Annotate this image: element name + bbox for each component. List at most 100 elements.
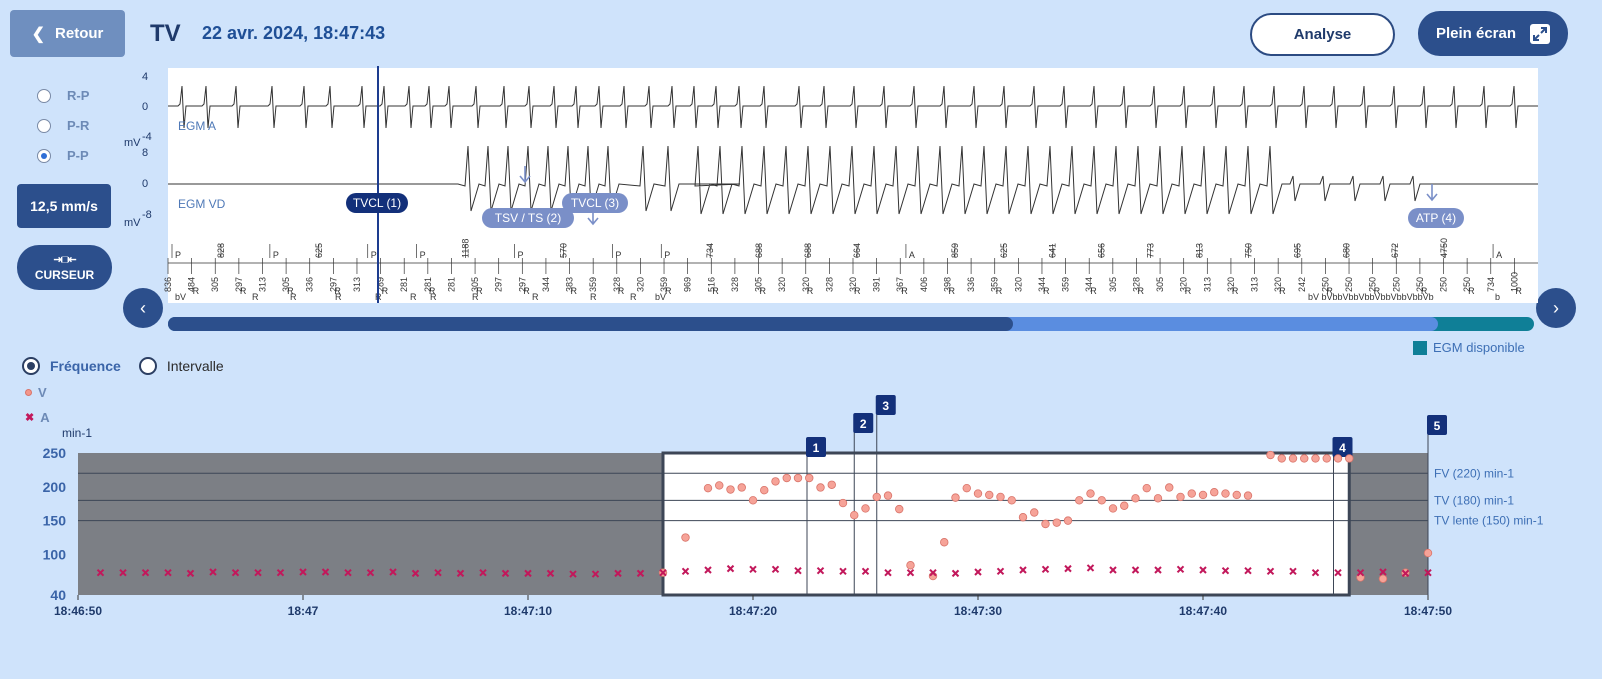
v-point [1322, 454, 1331, 463]
marker-interval-bottom: 359 [659, 277, 669, 292]
a-point [839, 567, 847, 576]
a-point [591, 570, 600, 578]
marker-label-r: R [523, 286, 530, 296]
analyse-button[interactable]: Analyse [1250, 13, 1395, 56]
event-marker-5[interactable]: 5 [1427, 415, 1447, 435]
radio-pr-circle[interactable] [37, 118, 51, 133]
marker-interval-top: 828 [216, 243, 226, 258]
y-tick-label: 200 [43, 479, 67, 495]
marker-interval-bottom: 242 [1297, 277, 1307, 292]
a-point [1424, 568, 1432, 577]
a-point [951, 569, 960, 578]
egm-unit-vd: mV [124, 217, 141, 229]
marker-label-r: R [1185, 286, 1192, 296]
next-button[interactable]: › [1536, 288, 1576, 328]
marker-interval-bottom: 250 [1439, 277, 1449, 292]
marker-interval-top: 570 [558, 243, 568, 258]
v-point [771, 477, 780, 486]
marker-label-bottom: R [532, 292, 539, 302]
radio-rp-circle[interactable] [37, 88, 51, 103]
annotation-tsv-ts-2[interactable]: TSV / TS (2) [482, 166, 574, 228]
marker-interval-top: 813 [1195, 243, 1205, 258]
radio-rp[interactable]: R-P [37, 88, 89, 103]
marker-label-bottom: bV bVbbVbbVbbVbbVbbVbbVb [1308, 292, 1434, 302]
v-point [1041, 519, 1050, 529]
a-point [771, 565, 780, 574]
radio-frequence[interactable] [22, 357, 40, 375]
event-marker-3[interactable]: 3 [875, 395, 896, 415]
marker-interval-top: 750 [1243, 243, 1253, 258]
marker-interval-bottom: 359 [990, 277, 1000, 292]
v-point [985, 490, 994, 500]
legend-a: ✖ A [25, 410, 50, 425]
event-marker-1[interactable]: 1 [806, 437, 826, 457]
v-point [827, 480, 836, 489]
x-tick-label: 18:47:50 [1404, 604, 1452, 618]
arrow-down-icon [1426, 184, 1438, 202]
marker-interval-bottom: 297 [328, 277, 338, 292]
annotation-tvcl-1[interactable]: TVCL (1) [346, 193, 408, 213]
marker-interval-bottom: 836 [163, 277, 173, 292]
marker-interval-top: P [420, 250, 426, 260]
cursor-button[interactable]: ⇥□⇤ CURSEUR [17, 245, 112, 290]
marker-interval-bottom: 391 [872, 277, 882, 292]
marker-interval-bottom: 250 [1391, 277, 1401, 292]
a-point [749, 565, 757, 574]
radio-intervalle[interactable] [138, 357, 157, 375]
marker-interval-bottom: 383 [565, 277, 575, 292]
marker-interval-bottom: 328 [1131, 277, 1141, 292]
episode-progress-bar[interactable] [168, 317, 1534, 331]
a-point [1356, 568, 1365, 577]
event-marker-2[interactable]: 2 [853, 413, 874, 433]
a-point [1041, 565, 1050, 574]
a-point [524, 569, 532, 578]
v-point [1075, 496, 1084, 505]
v-point [996, 492, 1005, 502]
marker-label-bottom: R [472, 292, 479, 302]
marker-label-r: R [996, 286, 1003, 296]
marker-interval-bottom: 328 [824, 277, 834, 292]
annotation-atp-4[interactable]: ATP (4) [1408, 184, 1464, 228]
marker-interval-bottom: 359 [1061, 277, 1071, 292]
a-point [1401, 569, 1410, 578]
egm-a-path [168, 85, 1538, 129]
zone-label: FV (220) min-1 [1434, 466, 1514, 480]
back-button[interactable]: ❮ Retour [10, 10, 125, 57]
expand-icon [1530, 23, 1551, 44]
annotation-tvcl-3[interactable]: TVCL (3) [562, 193, 628, 226]
x-tick-label: 18:46:50 [54, 604, 102, 618]
a-point [614, 569, 622, 578]
episode-datetime: 22 avr. 2024, 18:47:43 [202, 23, 386, 43]
v-point [703, 483, 713, 493]
marker-interval-bottom: 250 [1320, 277, 1330, 292]
egm-available-legend: EGM disponible [1413, 340, 1525, 355]
legend-a-label: A [40, 410, 50, 425]
egm-available-label: EGM disponible [1433, 340, 1525, 355]
marker-interval-top: 859 [950, 243, 960, 258]
radio-pp-circle[interactable] [37, 148, 51, 163]
a-point [974, 568, 982, 576]
a-point [276, 568, 285, 577]
marker-interval-top: 688 [803, 243, 813, 258]
radio-pr[interactable]: P-R [37, 118, 89, 133]
marker-interval-top: P [175, 250, 181, 260]
marker-label-r: R [665, 286, 672, 296]
v-point [1221, 489, 1230, 498]
annotation-atp-4-label: ATP (4) [1416, 211, 1456, 225]
marker-interval-bottom: 297 [234, 277, 244, 292]
a-point [1019, 566, 1027, 574]
marker-interval-bottom: 359 [588, 277, 598, 292]
egm-a-label: EGM A [178, 119, 216, 133]
radio-pp[interactable]: P-P [37, 148, 89, 163]
event-marker-4[interactable]: 4 [1332, 437, 1353, 457]
speed-button[interactable]: 12,5 mm/s [17, 184, 111, 228]
a-point [861, 567, 870, 576]
radio-intervalle-label: Intervalle [166, 358, 224, 374]
marker-label-bottom: R [335, 292, 342, 302]
marker-interval-bottom: 250 [1415, 277, 1425, 292]
fullscreen-button[interactable]: Plein écran [1418, 11, 1568, 56]
marker-label-r: R [948, 286, 955, 296]
prev-button[interactable]: ‹ [123, 288, 163, 328]
v-point [1210, 488, 1219, 497]
chevron-left-icon: ❮ [31, 25, 46, 43]
